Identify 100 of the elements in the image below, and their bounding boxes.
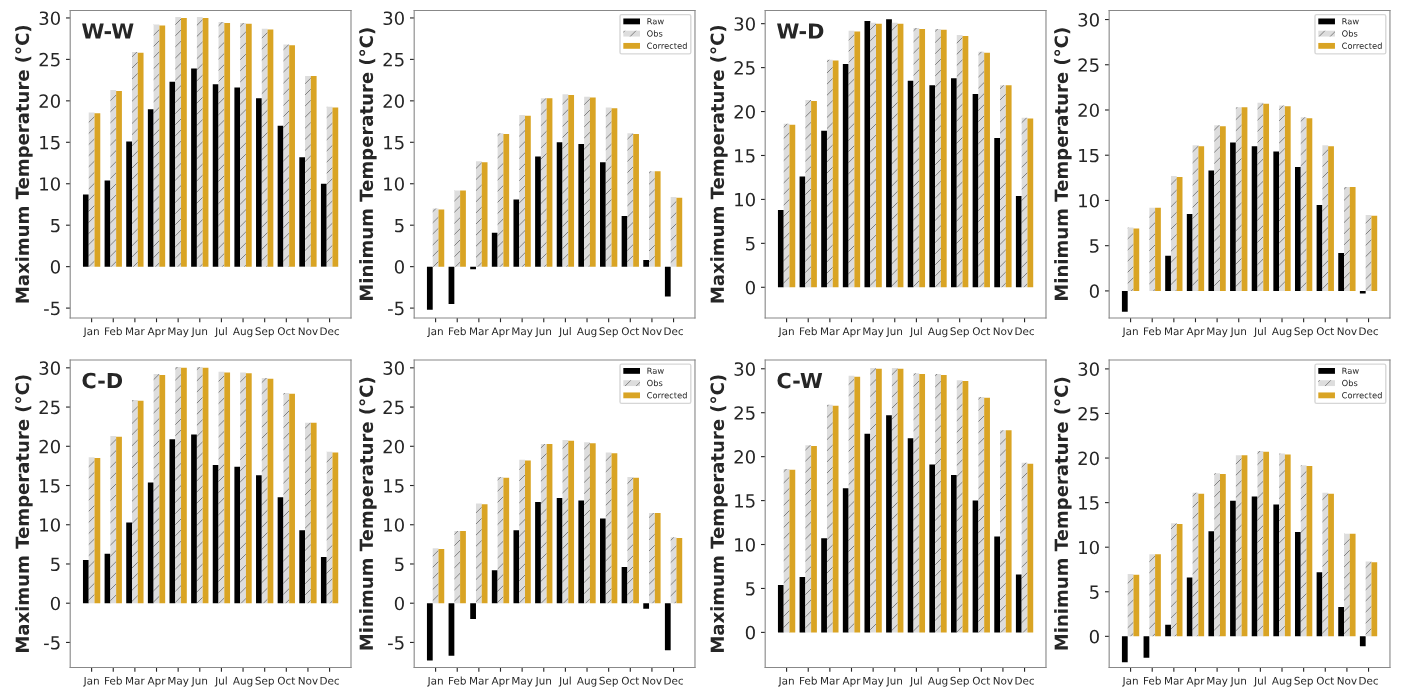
bar <box>600 518 606 604</box>
bar <box>169 439 176 604</box>
y-tick-label: 30 <box>383 11 404 26</box>
bar <box>310 422 317 604</box>
x-tick-label: Apr <box>491 327 510 338</box>
bar <box>116 90 122 267</box>
bar <box>919 28 926 288</box>
bar <box>676 197 683 267</box>
y-tick-label: 0 <box>394 260 404 274</box>
bar <box>1328 146 1334 291</box>
x-tick-label: Sep <box>1294 676 1313 687</box>
x-tick-label: Jun <box>191 327 208 338</box>
bar <box>137 52 144 267</box>
bar <box>578 143 585 267</box>
y-tick-label: 30 <box>1078 12 1099 27</box>
y-tick-label: 20 <box>734 450 755 464</box>
bar <box>332 452 339 604</box>
bar <box>654 171 661 267</box>
legend-label: Raw <box>647 367 664 374</box>
bar <box>1359 636 1366 647</box>
y-tick-label: 30 <box>734 17 755 31</box>
legend-label: Corrected <box>647 42 687 49</box>
bar <box>454 531 461 604</box>
bar <box>1015 195 1022 288</box>
bar <box>826 59 833 288</box>
bar <box>126 522 132 604</box>
y-tick-label: -5 <box>44 301 60 316</box>
bar <box>891 367 898 633</box>
bar <box>454 190 461 267</box>
x-tick-label: Sep <box>950 676 969 687</box>
annotation: C-D <box>82 372 123 389</box>
x-tick-label: Feb <box>105 676 122 685</box>
bar <box>1294 532 1301 637</box>
bar <box>1005 85 1012 288</box>
bar <box>196 17 203 267</box>
bar <box>676 538 683 604</box>
bar <box>137 400 144 604</box>
annotation: W-W <box>82 23 134 39</box>
bar <box>1279 453 1285 637</box>
x-tick-label: Aug <box>927 676 948 687</box>
y-tick-label: 30 <box>1078 362 1099 377</box>
legend-label: Obs <box>1342 379 1358 387</box>
bar <box>821 130 827 288</box>
x-tick-label: Mar <box>470 327 489 336</box>
y-tick-label: 20 <box>383 439 404 454</box>
bar <box>1121 290 1128 312</box>
bar <box>891 22 898 288</box>
bar <box>643 603 650 609</box>
bar <box>491 232 498 267</box>
x-tick-label: Dec <box>664 327 683 336</box>
bar <box>470 603 476 619</box>
bar <box>88 112 95 267</box>
y-tick-label: 10 <box>384 518 404 532</box>
x-tick-label: Nov <box>993 327 1013 336</box>
bar <box>589 443 596 604</box>
x-tick-label: Jun <box>535 676 552 687</box>
bar <box>283 392 290 604</box>
bar <box>245 373 252 604</box>
bar <box>1338 252 1345 291</box>
bar <box>1170 523 1177 637</box>
bar <box>1328 493 1334 637</box>
bar <box>984 397 990 633</box>
bar <box>649 512 655 604</box>
x-tick-label: Aug <box>232 676 253 687</box>
x-tick-label: Jul <box>214 676 227 687</box>
bar <box>929 85 936 288</box>
bar <box>864 433 871 633</box>
bar <box>978 51 985 288</box>
x-tick-label: Feb <box>449 676 466 685</box>
bar <box>1322 145 1329 291</box>
bar <box>1027 463 1034 633</box>
bar <box>1371 215 1378 291</box>
bar <box>1349 533 1356 637</box>
x-tick-label: Oct <box>1316 327 1335 336</box>
x-tick-label: Aug <box>576 676 597 687</box>
bar <box>777 209 784 288</box>
annotation: C-W <box>777 372 823 389</box>
y-axis-title: Maximum Temperature (°C) <box>15 25 33 303</box>
x-tick-label: Oct <box>1316 676 1335 685</box>
legend-label: Obs <box>1342 30 1358 37</box>
bar <box>147 109 154 267</box>
x-tick-label: Nov <box>1337 676 1357 685</box>
x-tick-label: Aug <box>927 327 948 338</box>
y-tick-label: 20 <box>734 105 755 119</box>
bar <box>935 374 941 633</box>
bar <box>491 570 498 604</box>
legend-label: Obs <box>647 30 663 37</box>
x-tick-label: Jun <box>191 676 208 687</box>
x-tick-label: Jun <box>1230 676 1246 687</box>
bar <box>1015 574 1022 633</box>
bar <box>870 367 877 633</box>
y-tick-label: 20 <box>1078 451 1099 466</box>
y-tick-label: 15 <box>735 149 755 163</box>
x-tick-label: Jul <box>558 327 571 338</box>
bar <box>191 68 197 267</box>
bar <box>994 536 1001 633</box>
bar <box>1027 118 1034 288</box>
bar <box>159 374 166 604</box>
bar <box>540 98 547 267</box>
bar <box>1133 228 1140 291</box>
